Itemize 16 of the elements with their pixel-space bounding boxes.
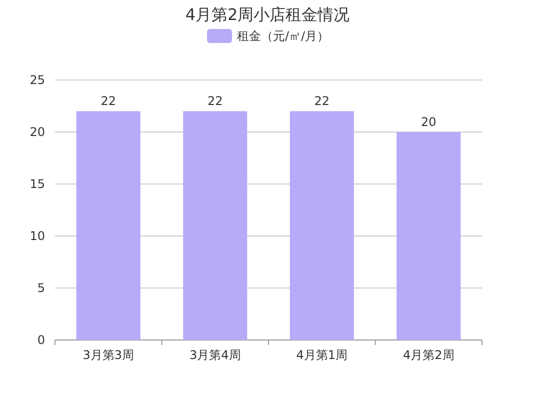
y-tick-label: 0 (37, 333, 45, 347)
x-tick-label: 3月第3周 (82, 348, 134, 362)
x-tick-label: 4月第2周 (402, 348, 454, 362)
data-label: 20 (420, 115, 436, 129)
data-label: 22 (207, 94, 223, 108)
legend-label: 租金（元/㎡/月） (237, 29, 330, 43)
chart-title: 4月第2周小店租金情况 (185, 5, 350, 24)
x-tick-label: 3月第4周 (189, 348, 241, 362)
y-tick-label: 25 (30, 73, 45, 87)
y-tick-label: 15 (30, 177, 45, 191)
y-tick-label: 10 (30, 229, 45, 243)
data-label: 22 (314, 94, 330, 108)
x-tick-label: 4月第1周 (296, 348, 348, 362)
y-tick-label: 20 (30, 125, 45, 139)
data-label: 22 (100, 94, 116, 108)
y-tick-label: 5 (37, 281, 45, 295)
